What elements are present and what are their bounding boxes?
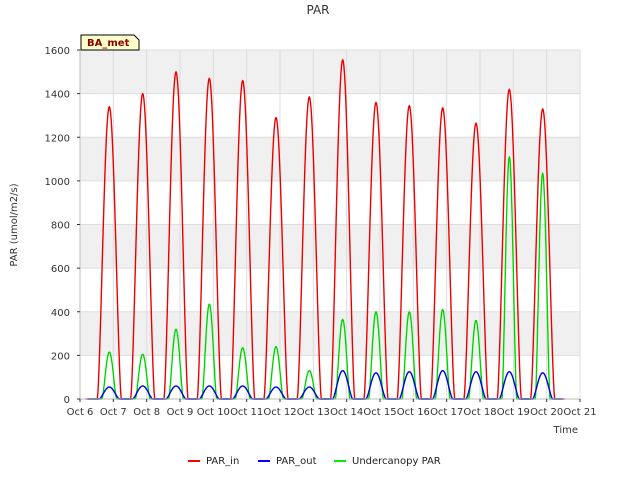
y-tick-label: 600 <box>51 264 70 275</box>
day-curve-edge <box>430 107 455 400</box>
plot-background <box>80 50 580 399</box>
legend-entry: PAR_out <box>258 456 317 467</box>
x-axis-label: Time <box>553 425 578 436</box>
day-curve-edge <box>101 351 117 400</box>
day-curve-edge <box>165 385 187 400</box>
plot-band <box>80 93 580 138</box>
plot-band <box>80 50 580 94</box>
day-curve-edge <box>368 311 384 400</box>
series-undercanopy-par <box>90 155 560 400</box>
day-curve-edge <box>530 108 555 400</box>
day-curve-edge <box>297 96 322 400</box>
x-tick-label: Oct 16 <box>397 407 430 418</box>
day-curve-edge <box>232 385 253 400</box>
legend-entry: Undercanopy PAR <box>334 456 441 467</box>
day-curve-edge <box>330 58 355 400</box>
day-curve-edge <box>201 303 217 400</box>
day-curve-edge <box>535 172 551 400</box>
plot-band <box>80 355 580 399</box>
day-curve-edge <box>130 92 155 400</box>
plot-band <box>80 311 580 356</box>
series-par_out <box>87 369 563 400</box>
y-tick-label: 400 <box>51 308 70 319</box>
day-curve-edge <box>499 371 520 400</box>
day-curve-edge <box>197 77 222 400</box>
day-curve-edge <box>465 371 487 400</box>
y-tick-label: 1200 <box>45 133 70 144</box>
x-tick-label: Oct 14 <box>330 407 363 418</box>
day-curve-edge <box>532 372 553 400</box>
day-curve-edge <box>135 353 151 400</box>
y-tick-label: 200 <box>51 351 70 362</box>
legend-label: PAR_out <box>276 456 317 467</box>
x-tick-label: Oct 20 <box>530 407 563 418</box>
plot-band <box>80 137 580 181</box>
day-curve-edge <box>99 386 120 400</box>
day-curve-edge <box>199 385 220 400</box>
day-curve-edge <box>235 347 251 400</box>
y-tick-label: 1400 <box>45 90 70 101</box>
badge-label: BA_met <box>87 38 130 49</box>
day-curve-edge <box>397 104 422 400</box>
day-curve-edge <box>432 370 453 400</box>
day-curve-edge <box>332 370 353 400</box>
x-tick-label: Oct 21 <box>563 407 596 418</box>
x-tick-label: Oct 10 <box>197 407 230 418</box>
day-curve-edge <box>299 386 320 400</box>
station-badge: BA_met <box>80 34 140 51</box>
day-curve-edge <box>468 320 484 400</box>
x-tick-label: Oct 18 <box>463 407 496 418</box>
x-axis-ticks: Oct 6 Oct 7 Oct 8 Oct 9 Oct 10 Oct 11 Oct 12 Oc… <box>67 399 597 418</box>
day-curve-edge <box>435 309 451 400</box>
day-curve-edge <box>301 370 317 400</box>
legend: PAR_in PAR_out Undercanopy PAR <box>188 456 441 467</box>
y-tick-label: 0 <box>64 395 70 406</box>
badge-box <box>80 34 140 51</box>
plot-band <box>80 180 580 225</box>
series-par_in <box>85 58 565 400</box>
x-tick-label: Oct 11 <box>230 407 263 418</box>
y-tick-label: 800 <box>51 221 70 232</box>
plot-band <box>80 268 580 312</box>
day-curve-edge <box>365 372 387 400</box>
day-curve-edge <box>230 79 255 400</box>
y-axis-ticks: 0 200 400 600 800 1000 1200 1400 1600 <box>45 46 80 406</box>
x-tick-label: Oct 13 <box>297 407 330 418</box>
x-tick-label: Oct 19 <box>497 407 530 418</box>
x-tick-label: Oct 12 <box>263 407 296 418</box>
series-layer <box>85 58 565 400</box>
day-curve-edge <box>399 371 420 400</box>
x-tick-label: Oct 9 <box>167 407 194 418</box>
day-curve-edge <box>268 346 284 400</box>
day-curve-edge <box>501 155 517 400</box>
x-tick-label: Oct 17 <box>430 407 463 418</box>
day-curve-edge <box>168 328 184 400</box>
day-curve-edge <box>497 88 522 400</box>
y-axis-label: PAR (umol/m2/s) <box>9 183 20 266</box>
x-tick-label: Oct 8 <box>133 407 160 418</box>
day-curve-edge <box>163 70 189 400</box>
y-tick-label: 1000 <box>45 177 70 188</box>
legend-label: PAR_in <box>206 456 239 467</box>
x-tick-label: Oct 6 <box>67 407 94 418</box>
chart-title: PAR <box>306 3 329 17</box>
x-tick-label: Oct 15 <box>363 407 396 418</box>
legend-entry: PAR_in <box>188 456 239 467</box>
legend-label: Undercanopy PAR <box>352 456 441 467</box>
day-curve-edge <box>335 318 351 400</box>
day-curve-edge <box>263 116 289 400</box>
day-curve-edge <box>132 385 153 400</box>
day-curve-edge <box>97 105 122 400</box>
y-tick-label: 1600 <box>45 46 70 57</box>
plot-band <box>80 224 580 269</box>
x-tick-label: Oct 7 <box>100 407 127 418</box>
day-curve-edge <box>463 122 489 400</box>
day-curve-edge <box>363 101 389 400</box>
day-curve-edge <box>401 311 417 400</box>
day-curve-edge <box>265 386 287 400</box>
